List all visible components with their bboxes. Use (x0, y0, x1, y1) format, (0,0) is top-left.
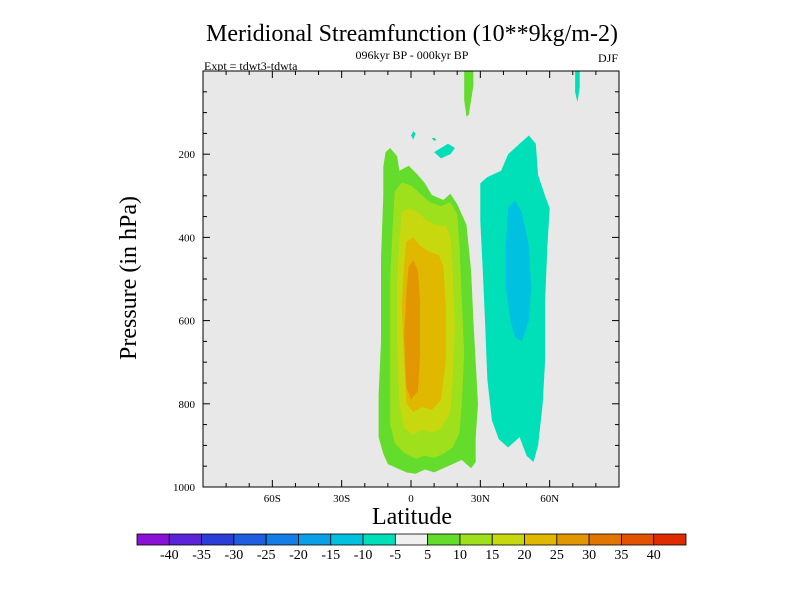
y-tick-label: 800 (179, 399, 196, 411)
x-tick-label: 30N (471, 493, 490, 505)
chart-subtitle-center: 096kyr BP - 000kyr BP (356, 48, 469, 62)
colorbar-label: -10 (354, 548, 373, 563)
colorbar-label: 25 (550, 548, 564, 563)
x-axis-label: Latitude (372, 504, 452, 530)
colorbar-box (621, 533, 655, 546)
colorbar-label: -35 (192, 548, 211, 563)
positive-cell-notch (429, 337, 432, 396)
axis-ticks: 60S 30S 0 30N 60N 200 400 600 800 1000 (173, 71, 619, 505)
colorbar-box (330, 533, 364, 546)
colorbar-box (298, 533, 332, 546)
colorbar-label: -5 (390, 548, 402, 563)
y-tick-label: 1000 (173, 482, 196, 494)
x-tick-label: 30S (333, 493, 350, 505)
colorbar-box (362, 533, 396, 546)
chart-subtitle-right: DJF (598, 51, 618, 65)
colorbar: -40 -35 -30 -25 -20 -15 -10 -5 5 10 15 20 25 30 35 40 (136, 533, 687, 563)
x-tick-label: 60N (540, 493, 559, 505)
colorbar-label: 40 (647, 548, 661, 563)
plot-area (202, 70, 620, 488)
colorbar-box (394, 533, 429, 546)
colorbar-box (168, 533, 202, 546)
negative-patch-b (434, 143, 455, 159)
colorbar-label: -20 (289, 548, 308, 563)
colorbar-box (524, 533, 558, 546)
colorbar-label: -25 (257, 548, 276, 563)
colorbar-box (588, 533, 622, 546)
colorbar-label: -40 (160, 548, 179, 563)
negative-cell-level--15 (505, 200, 532, 342)
x-tick-label: 0 (408, 493, 414, 505)
colorbar-box (265, 533, 299, 546)
colorbar-box (427, 533, 461, 546)
chart-subtitle-left: Expt = tdwt3-tdwta (204, 59, 298, 73)
y-tick-label: 200 (179, 149, 196, 161)
y-tick-label: 400 (179, 232, 196, 244)
colorbar-label: 5 (424, 548, 431, 563)
colorbar-label: 20 (518, 548, 532, 563)
colorbar-box (459, 533, 493, 546)
colorbar-box (136, 533, 170, 546)
colorbar-box (491, 533, 525, 546)
y-tick-label: 600 (179, 316, 196, 328)
y-axis-label: Pressure (in hPa) (116, 196, 142, 360)
colorbar-label: 30 (582, 548, 596, 563)
x-tick-label: 60S (264, 493, 281, 505)
upper-negative-streak (575, 71, 580, 103)
colorbar-label: -15 (321, 548, 340, 563)
colorbar-label: 15 (485, 548, 499, 563)
colorbar-box (201, 533, 235, 546)
colorbar-label: -30 (225, 548, 244, 563)
colorbar-label: 10 (453, 548, 467, 563)
negative-patch-c (431, 137, 437, 141)
colorbar-box (653, 533, 687, 546)
colorbar-box (233, 533, 267, 546)
negative-patch-a (411, 131, 416, 140)
positive-cell-level-25 (404, 260, 421, 400)
colorbar-label: 35 (614, 548, 628, 563)
upper-positive-streak (464, 71, 474, 117)
chart-title: Meridional Streamfunction (10**9kg/m-2) (206, 21, 618, 47)
colorbar-box (556, 533, 590, 546)
